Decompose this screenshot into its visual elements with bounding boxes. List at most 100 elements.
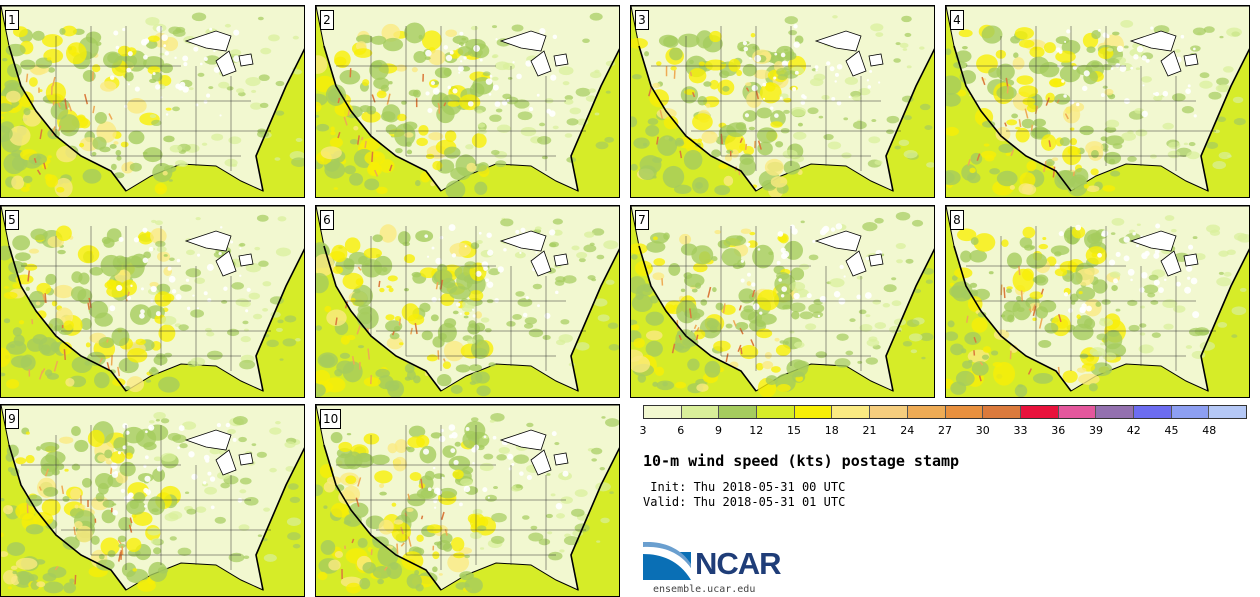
wind-patch [169,144,183,153]
member-panel-9[interactable]: 9 [0,404,305,597]
wind-patch [862,222,878,232]
wind-patch [1001,239,1009,248]
member-panel-8[interactable]: 8 [945,205,1250,398]
wind-patch [721,248,742,267]
wind-patch [41,498,61,516]
wind-patch [552,218,563,225]
wind-patch [646,264,652,269]
wind-patch [1062,370,1078,383]
wind-patch [344,165,356,175]
wind-patch [951,281,973,302]
wind-patch [498,447,510,454]
member-panel-6[interactable]: 6 [315,205,620,398]
wind-patch [755,362,764,371]
wind-patch [563,98,574,105]
colorbar-tick-label: 39 [1089,424,1103,437]
site-url[interactable]: ensemble.ucar.edu [653,584,756,595]
wind-patch [1069,127,1075,131]
wind-patch [981,354,990,360]
wind-patch [421,30,442,51]
wind-patch [956,228,977,242]
wind-patch [654,366,665,376]
wind-patch [1141,76,1153,83]
wind-patch [1041,134,1057,151]
member-panel-7[interactable]: 7 [630,205,935,398]
wind-patch [988,271,994,275]
wind-patch [477,123,486,128]
wind-patch [1084,318,1096,330]
wind-patch [275,247,291,257]
wind-patch [902,48,908,51]
member-panel-10[interactable]: 10 [315,404,620,597]
wind-patch [334,50,351,69]
wind-patch [70,487,82,501]
member-panel-4[interactable]: 4 [945,5,1250,198]
member-panel-5[interactable]: 5 [0,205,305,398]
wind-patch [542,335,551,340]
wind-patch [292,543,301,549]
wind-patch [1123,45,1129,49]
wind-patch [124,385,131,391]
wind-patch [266,339,279,348]
wind-patch [190,357,206,367]
member-panel-2[interactable]: 2 [315,5,620,198]
wind-patch [1112,31,1120,36]
wind-patch [775,344,791,356]
wind-patch [998,143,1014,153]
wind-patch [104,449,113,459]
wind-patch [15,502,36,520]
wind-patch [295,137,303,142]
wind-patch [709,30,722,43]
wind-patch [145,17,160,26]
wind-patch [496,124,511,133]
wind-patch [1110,232,1116,236]
wind-patch [195,216,201,221]
wind-patch [1151,332,1161,338]
wind-patch [694,282,702,289]
wind-patch [130,253,148,269]
wind-patch [443,67,452,77]
wind-patch [1212,160,1227,170]
wind-patch [110,451,125,464]
wind-patch [206,331,215,337]
wind-patch [1022,97,1036,106]
wind-patch [484,328,492,333]
member-panel-1[interactable]: 1 [0,5,305,198]
wind-patch [874,217,884,224]
wind-patch [603,240,619,250]
wind-patch [473,348,488,357]
ncar-logo[interactable]: NCAR [643,540,793,584]
wind-patch [373,77,390,90]
wind-patch [102,500,115,508]
wind-patch [128,130,145,145]
wind-patch [335,453,358,470]
wind-patch [970,152,983,165]
wind-patch [596,254,605,260]
wind-patch [691,288,698,293]
wind-patch [1192,236,1198,240]
wind-patch [397,231,411,245]
wind-patch [426,354,438,362]
wind-patch [1208,91,1222,100]
wind-patch [1181,106,1195,114]
wind-patch [168,179,173,182]
wind-patch [1217,321,1228,328]
wind-patch [12,235,31,251]
wind-patch [1227,154,1232,158]
wind-patch [746,91,762,108]
wind-patch [218,81,230,89]
wind-patch [578,258,586,263]
wind-patch [903,115,912,121]
wind-patch [709,325,718,334]
wind-patch [955,50,972,63]
wind-patch [404,132,414,138]
wind-patch [1028,56,1050,75]
wind-patch [791,311,800,320]
wind-patch [12,283,21,289]
wind-patch [511,24,524,32]
wind-patch [1218,151,1231,160]
wind-patch [1086,185,1100,193]
member-panel-3[interactable]: 3 [630,5,935,198]
wind-patch [745,82,752,87]
wind-patch [757,289,780,311]
